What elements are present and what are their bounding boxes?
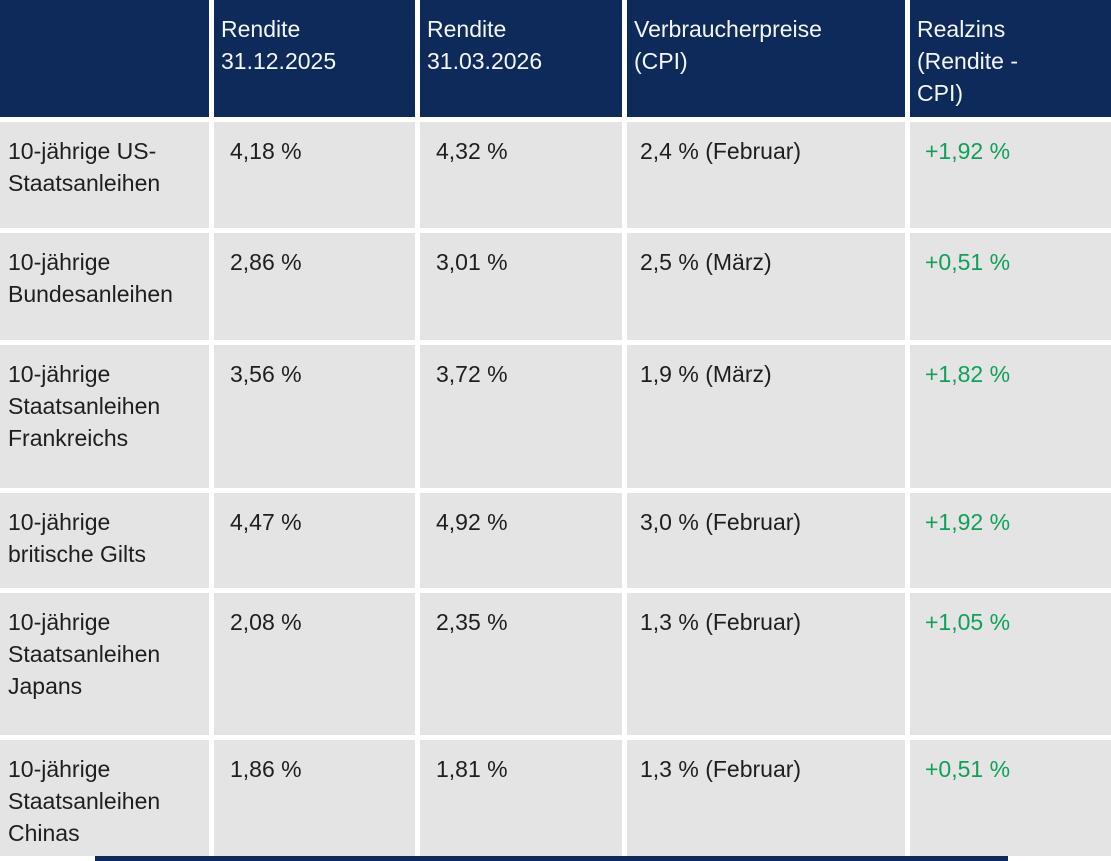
column-header-rendite-2025: Rendite 31.12.2025 <box>214 0 415 117</box>
cell-rendite-2025: 4,18 % <box>214 122 415 228</box>
row-label-staatsanleihen-japans: 10-jährige Staatsanleihen Japans <box>0 593 209 735</box>
cell-rendite-2025: 3,56 % <box>214 345 415 488</box>
cell-cpi: 3,0 % (Februar) <box>627 493 905 588</box>
cell-rendite-2026: 2,35 % <box>420 593 622 735</box>
cell-realzins: +1,92 % <box>910 122 1111 228</box>
row-label-staatsanleihen-chinas: 10-jährige Staatsanleihen Chinas <box>0 740 209 856</box>
cell-cpi: 1,9 % (März) <box>627 345 905 488</box>
cell-rendite-2026: 3,72 % <box>420 345 622 488</box>
cell-cpi: 2,4 % (Februar) <box>627 122 905 228</box>
row-label-us-staatsanleihen: 10-jährige US-Staatsanleihen <box>0 122 209 228</box>
cell-rendite-2025: 1,86 % <box>214 740 415 856</box>
cell-realzins: +1,82 % <box>910 345 1111 488</box>
cell-rendite-2025: 2,08 % <box>214 593 415 735</box>
column-header-realzins: Realzins (Rendite - CPI) <box>910 0 1111 117</box>
cell-realzins: +1,92 % <box>910 493 1111 588</box>
cell-cpi: 2,5 % (März) <box>627 233 905 340</box>
horizontal-scrollbar-thumb[interactable] <box>95 856 1008 861</box>
row-label-bundesanleihen: 10-jährige Bundesanleihen <box>0 233 209 340</box>
cell-rendite-2025: 2,86 % <box>214 233 415 340</box>
cell-rendite-2026: 4,32 % <box>420 122 622 228</box>
cell-cpi: 1,3 % (Februar) <box>627 740 905 856</box>
row-label-britische-gilts: 10-jährige britische Gilts <box>0 493 209 588</box>
cell-cpi: 1,3 % (Februar) <box>627 593 905 735</box>
column-header-cpi: Verbraucherpreise (CPI) <box>627 0 905 117</box>
cell-rendite-2026: 3,01 % <box>420 233 622 340</box>
column-header-empty <box>0 0 209 117</box>
row-label-staatsanleihen-frankreichs: 10-jährige Staatsanleihen Frankreichs <box>0 345 209 488</box>
cell-rendite-2026: 4,92 % <box>420 493 622 588</box>
cell-realzins: +0,51 % <box>910 740 1111 856</box>
cell-realzins: +0,51 % <box>910 233 1111 340</box>
cell-rendite-2026: 1,81 % <box>420 740 622 856</box>
cell-realzins: +1,05 % <box>910 593 1111 735</box>
cell-rendite-2025: 4,47 % <box>214 493 415 588</box>
column-header-rendite-2026: Rendite 31.03.2026 <box>420 0 622 117</box>
